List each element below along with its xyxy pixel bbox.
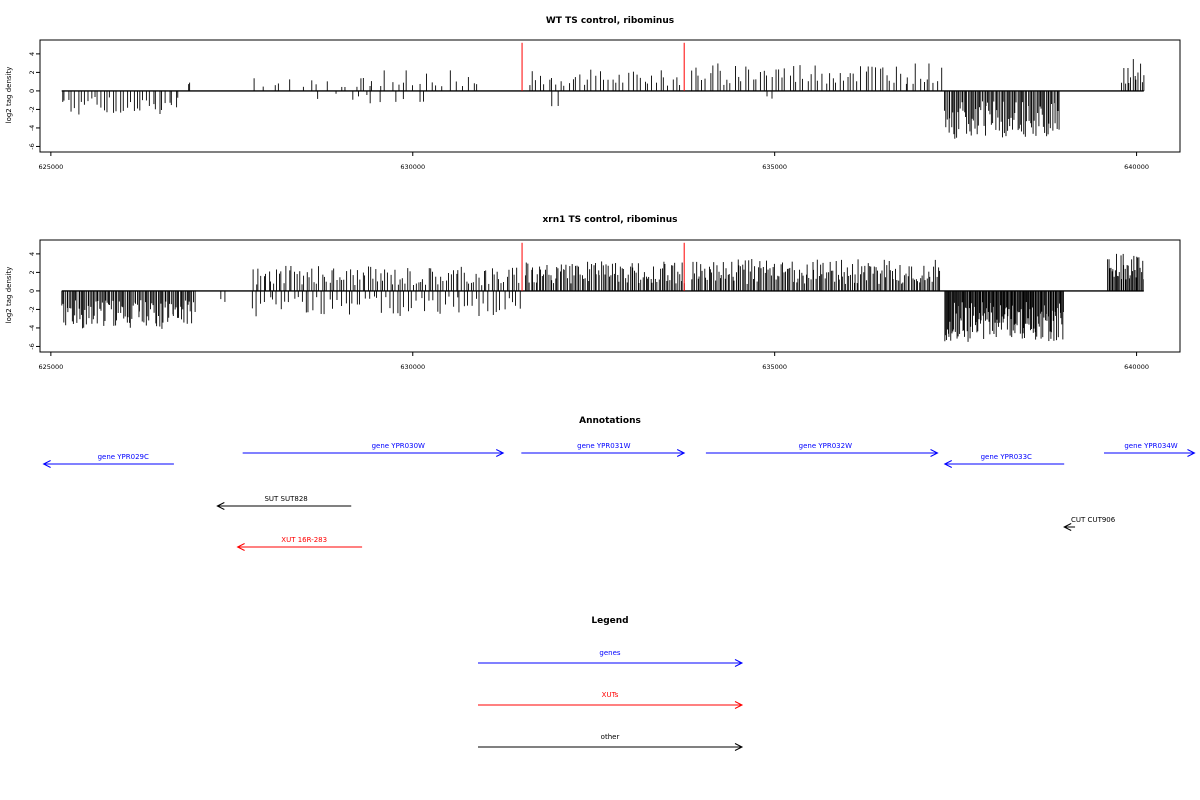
annotation-feature: gene YPR032W bbox=[705, 442, 939, 457]
x-tick-label: 635000 bbox=[762, 163, 787, 171]
panel-xrn1-markers bbox=[521, 242, 685, 291]
x-tick-label: 630000 bbox=[400, 363, 425, 371]
y-tick-label: 2 bbox=[28, 70, 36, 74]
x-tick-label: 635000 bbox=[762, 363, 787, 371]
panel-wt-markers bbox=[521, 42, 685, 91]
x-tick-label: 640000 bbox=[1124, 363, 1149, 371]
legend-label: other bbox=[601, 733, 620, 741]
y-tick-label: -6 bbox=[28, 143, 36, 149]
panel-wt: WT TS control, ribominus 4 2 0 -2 -4 -6 62500… bbox=[5, 16, 1181, 171]
panel-wt-frame bbox=[39, 39, 1181, 153]
x-tick-label: 625000 bbox=[38, 163, 63, 171]
panel-wt-y-axis: 4 2 0 -2 -4 -6 bbox=[28, 52, 40, 150]
arrow-head-icon bbox=[930, 449, 939, 457]
y-tick-label: -4 bbox=[28, 325, 36, 331]
y-tick-label: -6 bbox=[28, 343, 36, 349]
arrow-head-icon bbox=[734, 659, 744, 667]
y-tick-label: -2 bbox=[28, 106, 36, 112]
annotations-title: Annotations bbox=[579, 416, 641, 426]
arrow-head-icon bbox=[734, 701, 744, 709]
legend-label: genes bbox=[599, 649, 620, 657]
panel-wt-title: WT TS control, ribominus bbox=[546, 16, 674, 26]
panel-xrn1: xrn1 TS control, ribominus 4 2 0 -2 -4 -6 625… bbox=[5, 215, 1181, 371]
feature-label: CUT CUT906 bbox=[1071, 516, 1116, 524]
feature-label: SUT SUT828 bbox=[264, 495, 307, 503]
y-tick-label: 4 bbox=[28, 52, 36, 56]
panel-wt-bars bbox=[61, 59, 1145, 139]
annotation-feature: gene YPR034W bbox=[1104, 442, 1196, 457]
arrow-head-icon bbox=[216, 502, 225, 510]
annotation-feature: CUT CUT906 bbox=[1063, 516, 1116, 531]
legend-title: Legend bbox=[591, 616, 628, 626]
feature-label: gene YPR034W bbox=[1124, 442, 1177, 450]
panel-xrn1-frame bbox=[39, 239, 1181, 353]
annotation-features: gene YPR029C gene YPR030W gene YPR031W gene… bbox=[42, 442, 1196, 551]
legend-item: other bbox=[478, 733, 744, 751]
y-tick-label: 0 bbox=[28, 289, 36, 293]
feature-label: XUT 16R-283 bbox=[281, 536, 327, 544]
legend: Legend genes XUTs other bbox=[478, 616, 744, 751]
annotation-feature: gene YPR033C bbox=[943, 453, 1065, 468]
x-tick-label: 640000 bbox=[1124, 163, 1149, 171]
arrow-head-icon bbox=[676, 449, 686, 457]
arrow-head-icon bbox=[734, 743, 744, 751]
feature-label: gene YPR031W bbox=[577, 442, 630, 450]
y-tick-label: 2 bbox=[28, 270, 36, 274]
arrow-head-icon bbox=[943, 460, 952, 468]
arrow-head-icon bbox=[1063, 523, 1072, 531]
feature-label: gene YPR030W bbox=[372, 442, 425, 450]
panel-xrn1-y-axis: 4 2 0 -2 -4 -6 bbox=[28, 252, 40, 350]
panel-xrn1-bars bbox=[61, 253, 1144, 342]
legend-label: XUTs bbox=[602, 691, 619, 699]
feature-label: gene YPR032W bbox=[799, 442, 852, 450]
annotation-feature: SUT SUT828 bbox=[216, 495, 352, 510]
x-tick-label: 630000 bbox=[400, 163, 425, 171]
y-tick-label: 4 bbox=[28, 252, 36, 256]
arrow-head-icon bbox=[42, 460, 51, 468]
annotation-feature: gene YPR031W bbox=[521, 442, 686, 457]
panel-wt-x-axis: 625000 630000 635000 640000 bbox=[38, 152, 1149, 171]
panel-xrn1-ylabel: log2 tag density bbox=[5, 267, 13, 324]
legend-items: genes XUTs other bbox=[478, 649, 744, 751]
y-tick-label: -4 bbox=[28, 125, 36, 131]
panel-xrn1-title: xrn1 TS control, ribominus bbox=[542, 215, 677, 225]
annotation-feature: gene YPR030W bbox=[242, 442, 505, 457]
feature-label: gene YPR029C bbox=[98, 453, 149, 461]
arrow-head-icon bbox=[496, 449, 505, 457]
arrow-head-icon bbox=[1187, 449, 1196, 457]
annotation-feature: gene YPR029C bbox=[42, 453, 174, 468]
legend-item: genes bbox=[478, 649, 744, 667]
feature-label: gene YPR033C bbox=[981, 453, 1032, 461]
panel-xrn1-x-axis: 625000 630000 635000 640000 bbox=[38, 352, 1149, 371]
y-tick-label: 0 bbox=[28, 89, 36, 93]
y-tick-label: -2 bbox=[28, 306, 36, 312]
x-tick-label: 625000 bbox=[38, 363, 63, 371]
arrow-head-icon bbox=[236, 543, 245, 551]
annotation-feature: XUT 16R-283 bbox=[236, 536, 363, 551]
panel-wt-ylabel: log2 tag density bbox=[5, 67, 13, 124]
legend-item: XUTs bbox=[478, 691, 744, 709]
